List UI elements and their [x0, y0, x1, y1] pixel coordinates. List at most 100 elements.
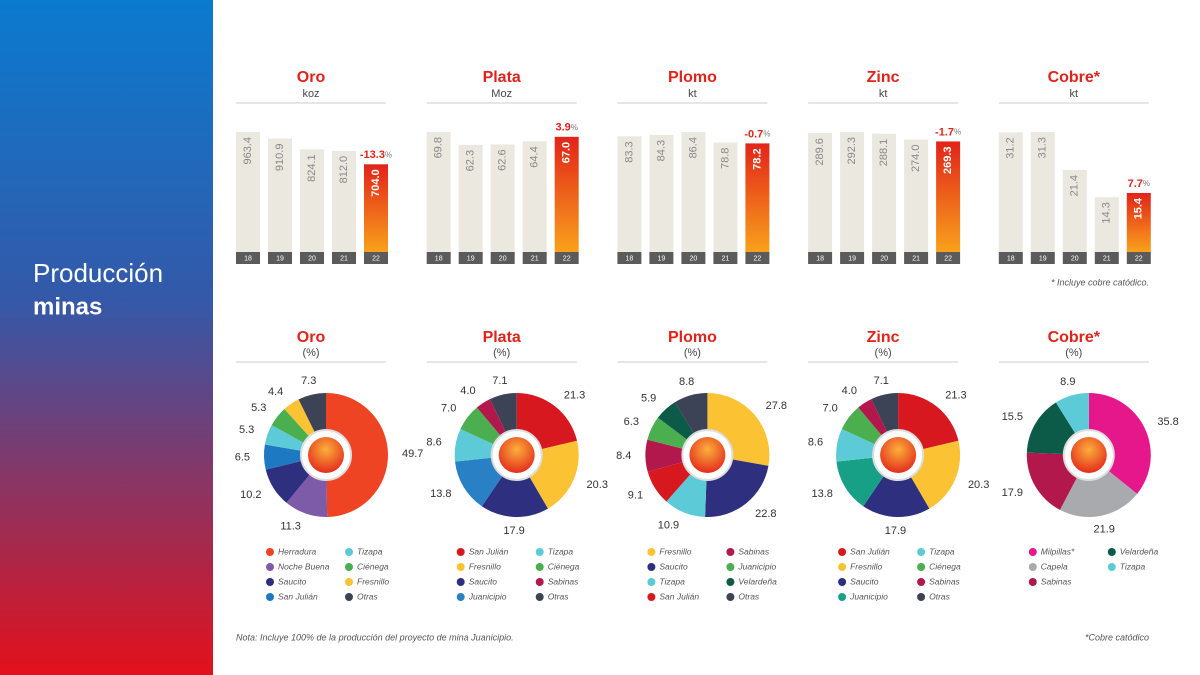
x-tick-label: 18 [435, 255, 443, 262]
legend-swatch [535, 563, 544, 571]
legend-swatch [345, 548, 353, 556]
value-label: 812.0 [338, 156, 350, 184]
legend-label: Saucito [469, 576, 498, 586]
value-label: 21.4 [1069, 175, 1081, 196]
page-title: Producción [33, 258, 163, 288]
bar [458, 144, 483, 252]
value-label: 84.3 [655, 140, 667, 161]
bar [649, 134, 674, 252]
legend-label: Ciénega [548, 561, 580, 571]
legend-swatch [726, 563, 735, 571]
legend-swatch [838, 593, 847, 601]
slice [645, 439, 708, 472]
legend-label: Tizapa [548, 546, 574, 556]
slice-label: 6.5 [235, 452, 250, 464]
year-box [681, 252, 706, 264]
x-tick-label: 21 [912, 255, 920, 262]
chart-title: Oro [297, 329, 326, 346]
chart-unit: (%) [875, 347, 892, 359]
year-box [490, 252, 515, 264]
legend-swatch [726, 578, 735, 586]
slice-label: 21.9 [1094, 523, 1115, 535]
value-label: 292.3 [846, 137, 858, 165]
slice-label: 13.8 [430, 488, 451, 500]
x-tick-label: 20 [880, 255, 888, 262]
slice-label: 7.1 [492, 375, 507, 387]
x-tick-label: 20 [308, 255, 316, 262]
bar [554, 136, 579, 252]
legend-swatch [726, 548, 735, 556]
bar [840, 132, 865, 252]
chart-unit: (%) [493, 347, 510, 359]
slice [863, 455, 930, 518]
value-label: 64.4 [529, 146, 541, 167]
legend-label: Tizapa [659, 576, 685, 586]
bar [936, 141, 961, 252]
legend-label: Sabinas [929, 576, 960, 586]
bar [745, 143, 770, 252]
legend-label: Saucito [850, 576, 879, 586]
slice-label: 8.8 [679, 376, 694, 388]
legend-swatch [647, 563, 656, 571]
legend-label: Tizapa [357, 546, 383, 556]
value-label: 86.4 [687, 137, 699, 158]
x-tick-label: 22 [372, 255, 380, 262]
legend-swatch [345, 593, 353, 601]
change-label: 7.7% [1128, 178, 1150, 190]
bar [300, 149, 324, 252]
legend-label: Milpillas* [1041, 546, 1075, 556]
value-label: 14.3 [1101, 202, 1113, 223]
year-box [364, 252, 388, 264]
legend-swatch [266, 578, 274, 586]
legend-swatch [917, 548, 926, 556]
bar [617, 136, 642, 252]
legend-label: Otras [738, 591, 760, 601]
slice [1088, 393, 1151, 494]
chart-title: Cobre* [1048, 329, 1101, 346]
value-label: 704.0 [370, 169, 382, 197]
legend-swatch [1028, 578, 1037, 586]
value-label: 62.3 [465, 150, 477, 171]
legend-swatch [456, 593, 465, 601]
legend-swatch [535, 593, 544, 601]
legend-label: San Julián [278, 591, 318, 601]
x-tick-label: 20 [499, 255, 507, 262]
legend-swatch [266, 563, 274, 571]
year-box [458, 252, 483, 264]
chart-unit: kt [879, 88, 888, 100]
legend-swatch [345, 563, 353, 571]
legend-swatch [535, 548, 544, 556]
legend-swatch [266, 593, 274, 601]
slice-label: 4.0 [460, 385, 475, 397]
value-label: 78.8 [719, 148, 731, 169]
legend-label: Fresnillo [357, 576, 389, 586]
slice-label: 21.3 [564, 389, 585, 401]
slice [481, 455, 548, 518]
chart-unit: kt [1070, 88, 1079, 100]
slice-label: 13.8 [812, 488, 833, 500]
legend-swatch [456, 578, 465, 586]
value-label: 78.2 [751, 148, 763, 169]
change-label: -13.3% [360, 149, 392, 161]
slice-label: 7.0 [822, 403, 837, 415]
side-panel [0, 0, 213, 675]
change-label: -0.7% [744, 128, 770, 140]
chart-title: Plata [483, 69, 521, 86]
change-label: 3.9% [555, 122, 577, 134]
slice-label: 20.3 [587, 479, 608, 491]
legend-label: Ciénega [357, 561, 389, 571]
slice-label: 17.9 [885, 525, 906, 537]
x-tick-label: 19 [1039, 255, 1047, 262]
year-box [300, 252, 324, 264]
x-tick-label: 22 [944, 255, 952, 262]
year-box [904, 252, 929, 264]
year-box [522, 252, 547, 264]
year-box [1030, 252, 1055, 264]
x-tick-label: 18 [626, 255, 634, 262]
bar [1030, 132, 1055, 252]
chart-unit: (%) [1065, 347, 1082, 359]
donut-core [308, 437, 344, 473]
legend-swatch [1028, 563, 1037, 571]
x-tick-label: 18 [816, 255, 824, 262]
x-tick-label: 18 [244, 255, 252, 262]
